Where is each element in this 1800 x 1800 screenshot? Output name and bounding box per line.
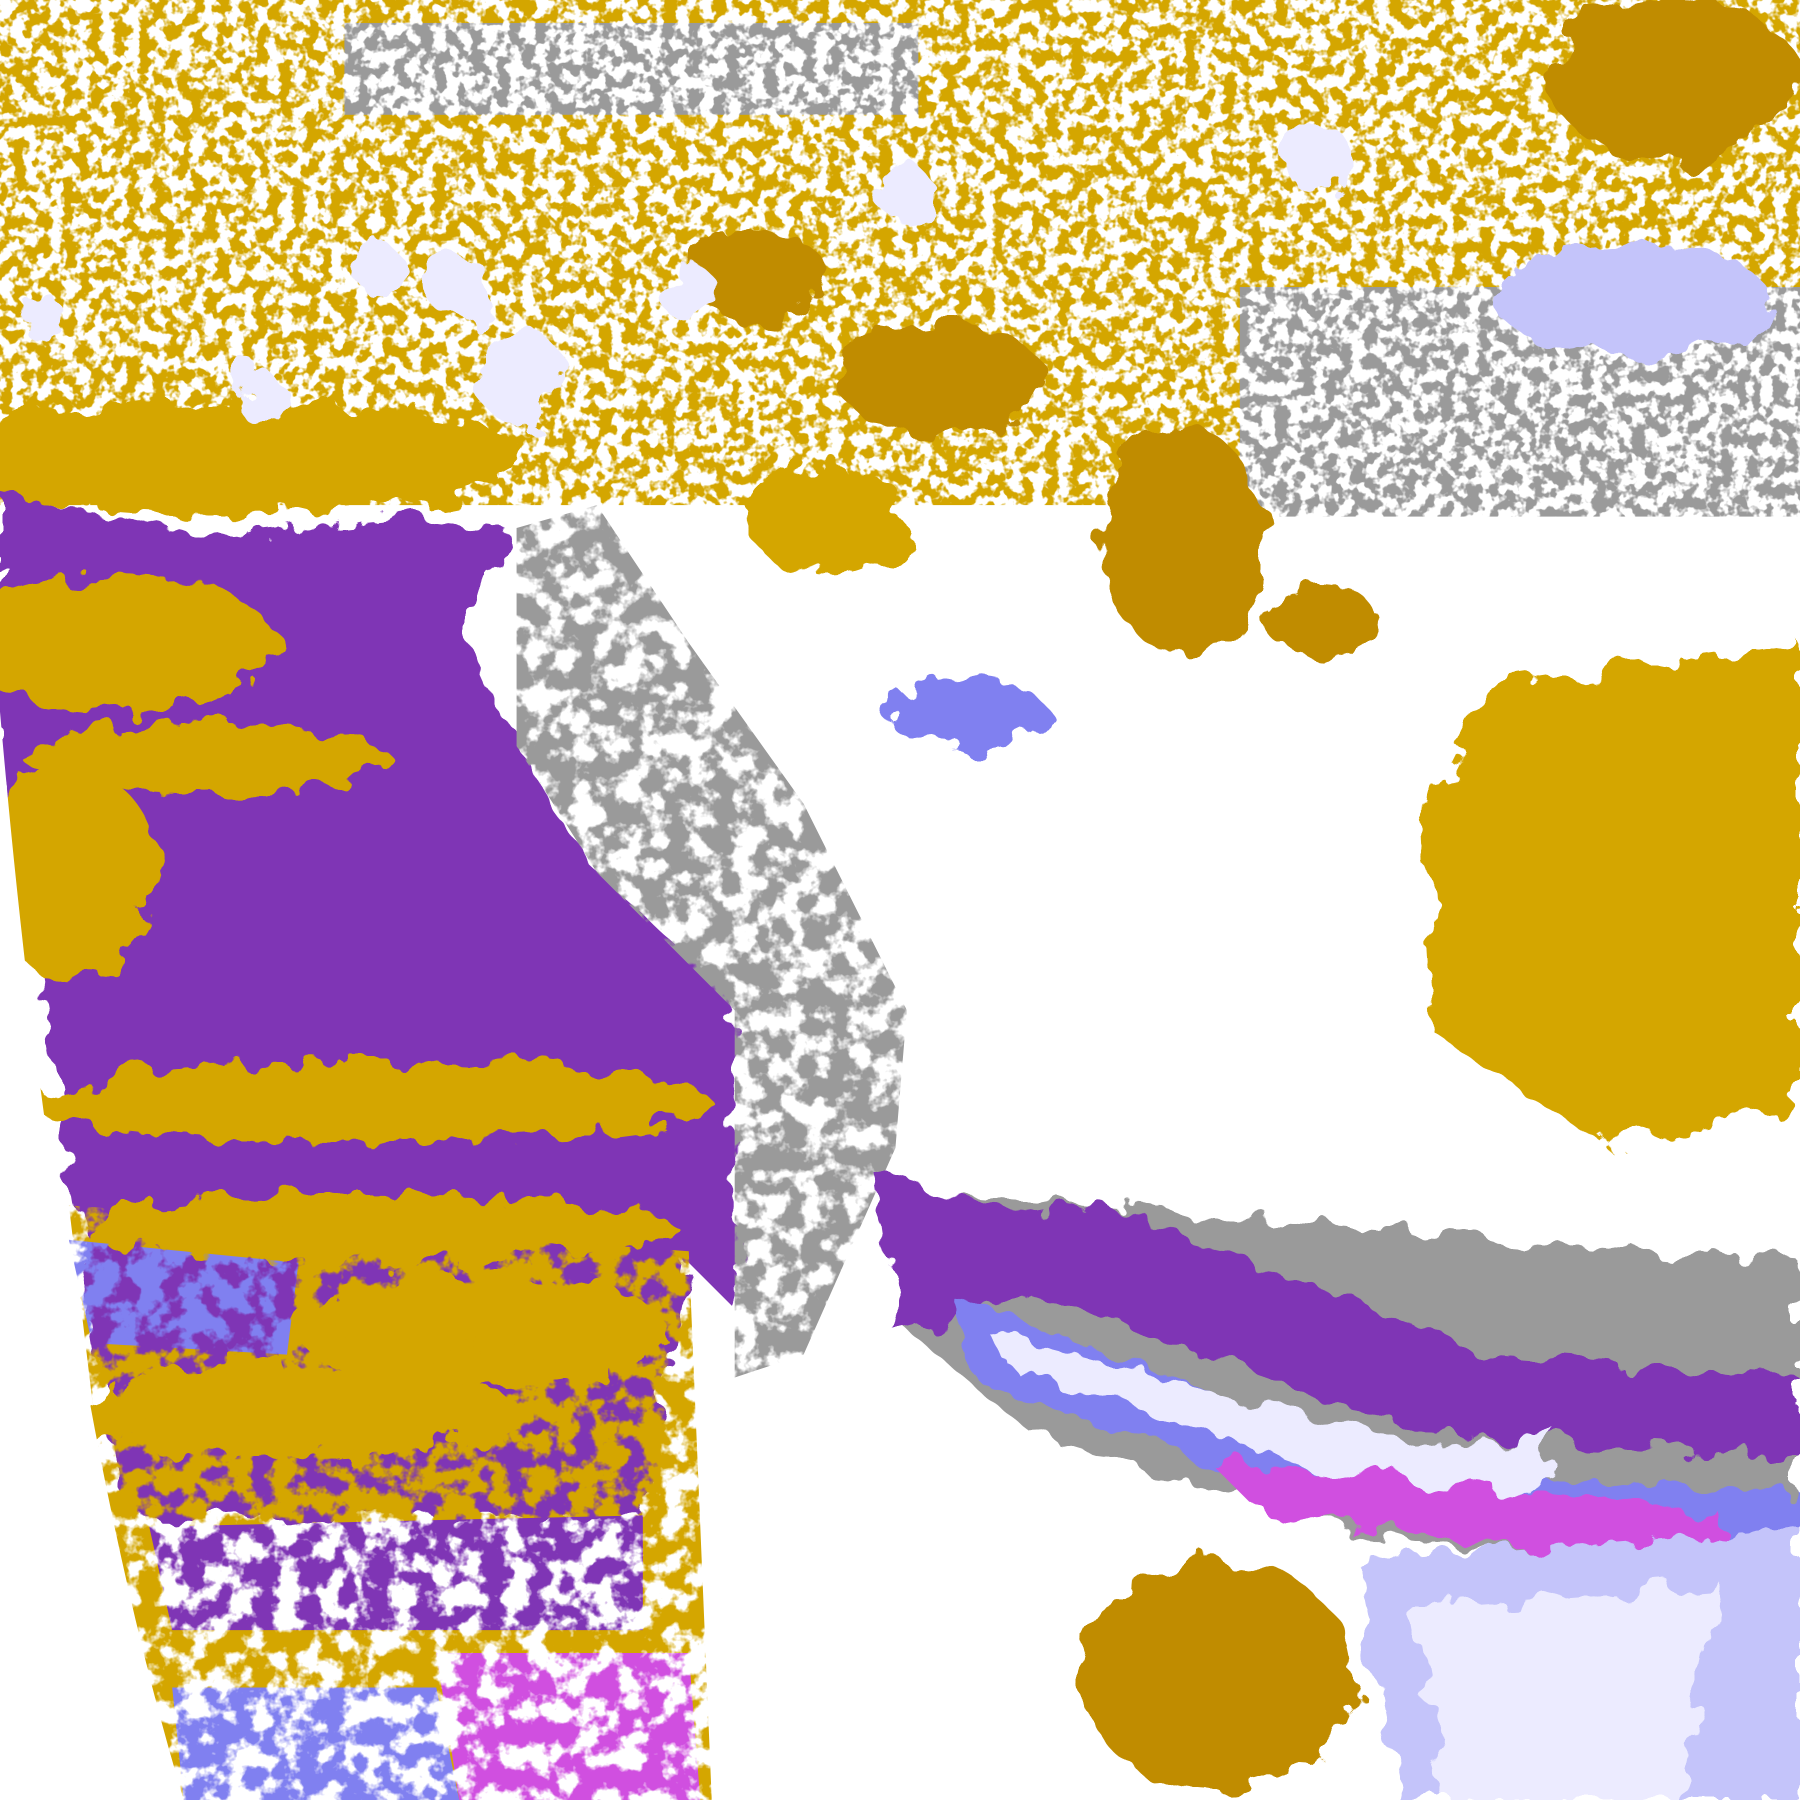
- southern-pacific-mixed: [68, 1205, 712, 1800]
- off-disk-space: [0, 711, 184, 1800]
- continental-low-cloud: [746, 424, 1800, 1791]
- andes-mid-cloud: [516, 505, 907, 1378]
- northern-gold-patches: [0, 0, 1800, 517]
- southern-frontal-system: [872, 1170, 1800, 1800]
- convective-cloud-tops: [22, 126, 1768, 747]
